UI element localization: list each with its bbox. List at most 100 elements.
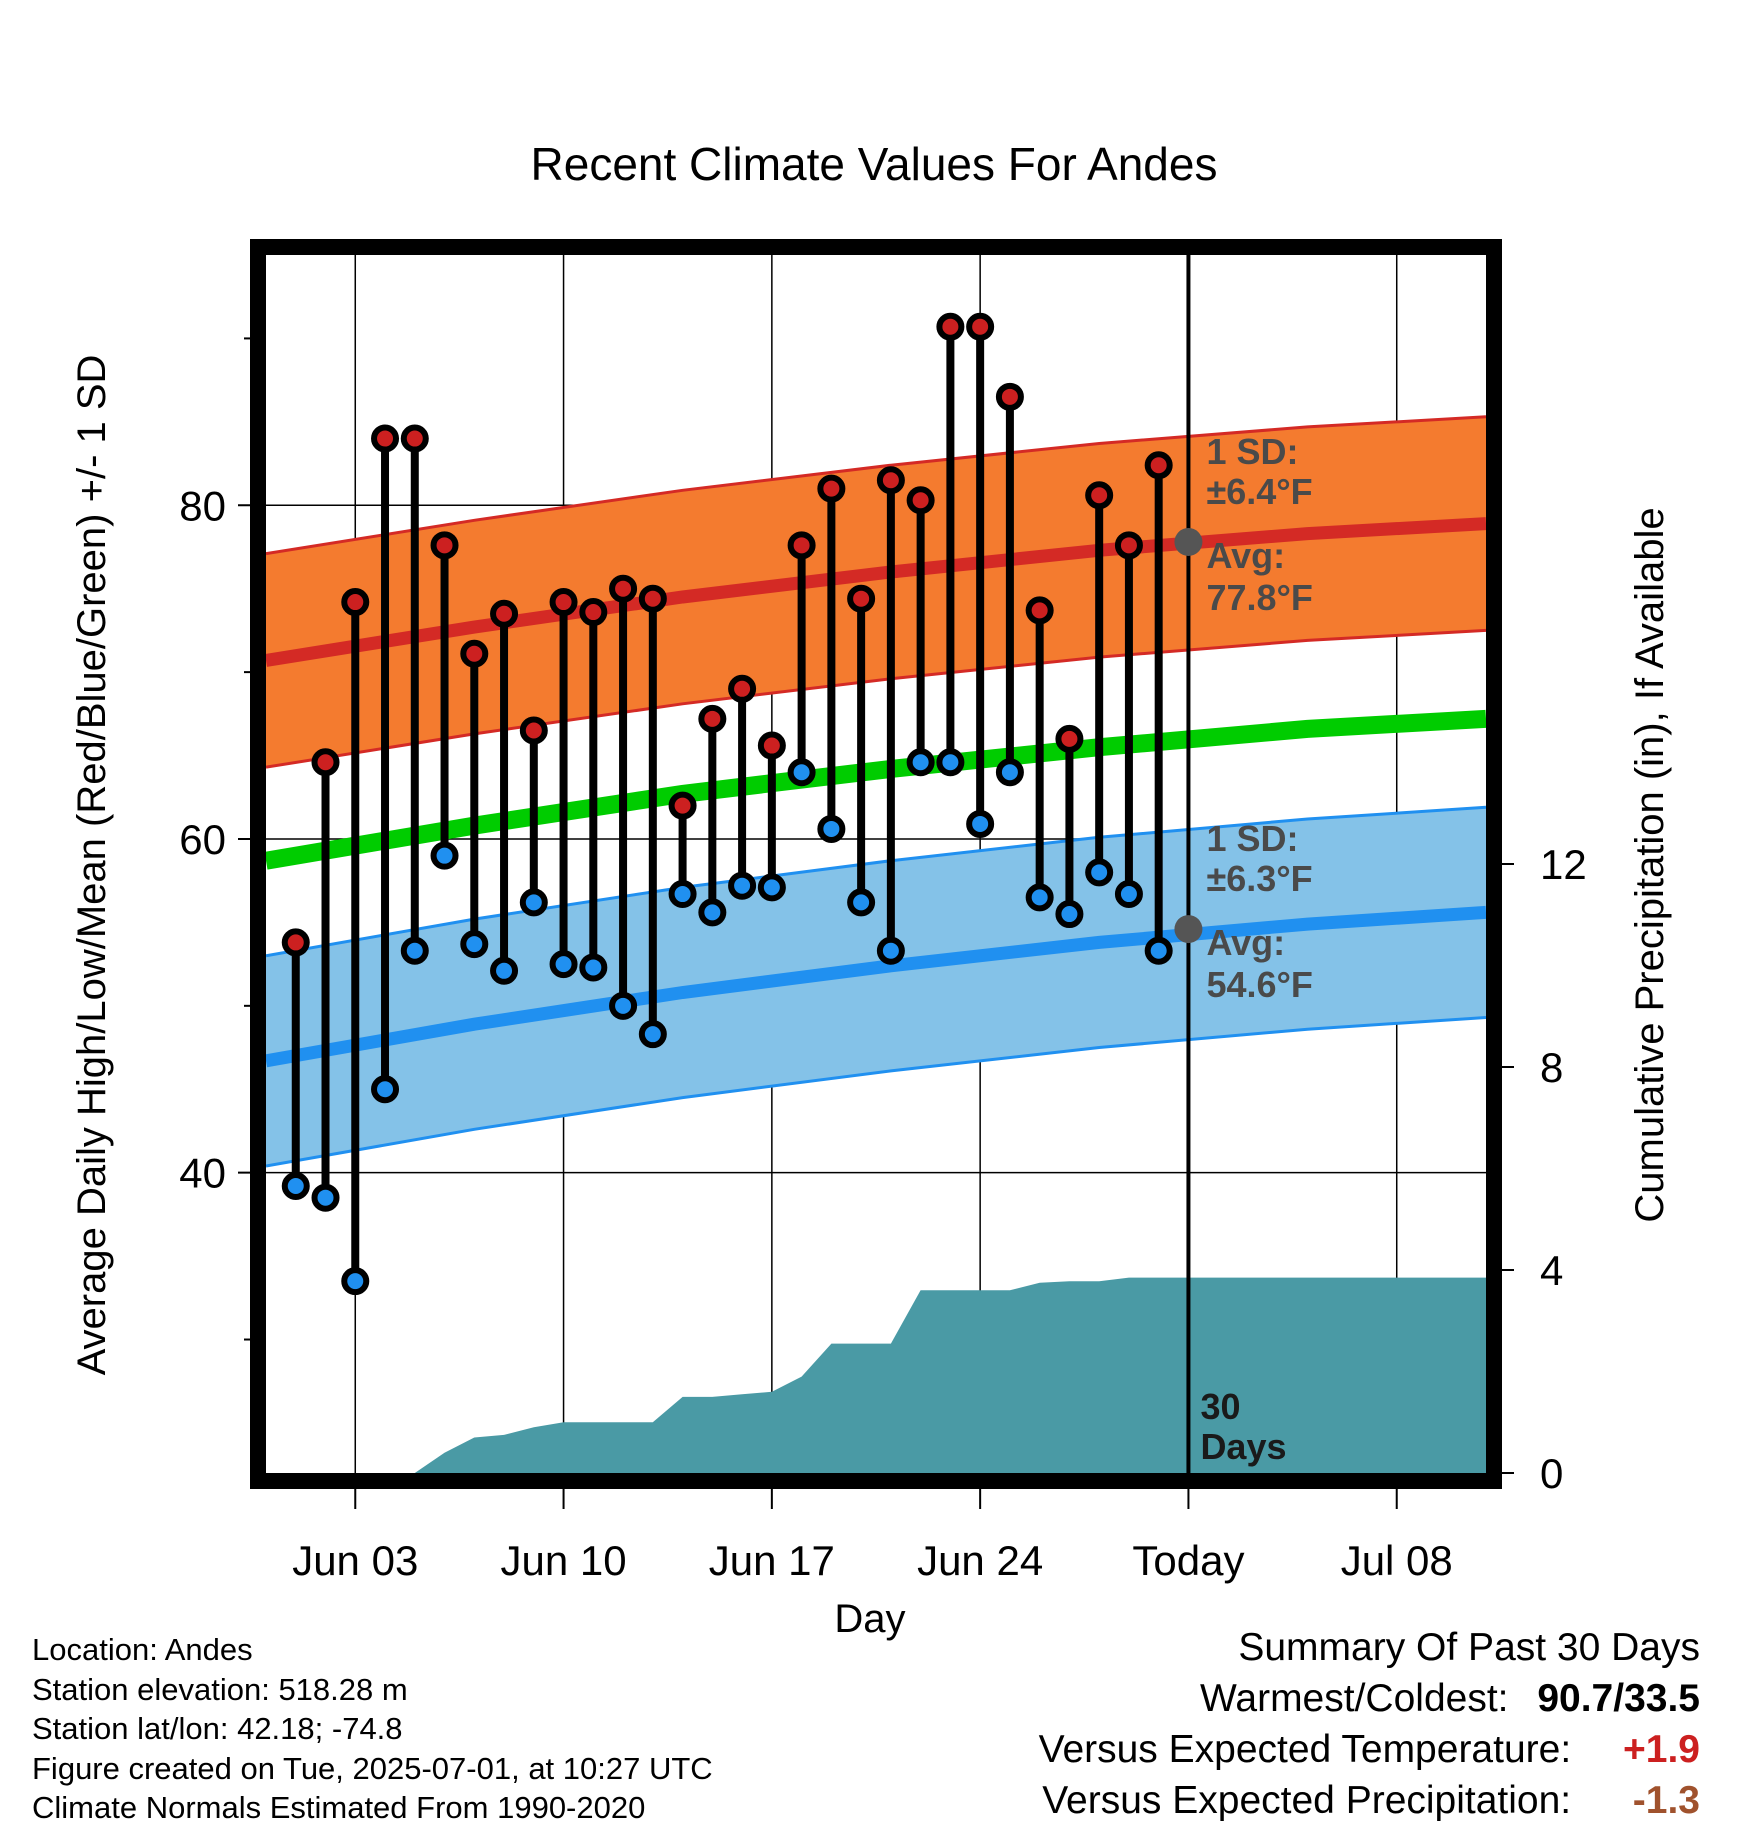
low-normal-line xyxy=(266,905,1486,1068)
y2-tick-label: 0 xyxy=(1540,1450,1563,1497)
low-temp-point xyxy=(519,888,548,917)
high-avg-value: 77.8°F xyxy=(1206,577,1312,618)
latlon-text: Station lat/lon: 42.18; -74.8 xyxy=(32,1711,403,1746)
low-temp-point xyxy=(460,930,489,959)
low-temp-point xyxy=(341,1267,370,1296)
summary-panel: Summary Of Past 30 Days Warmest/Coldest:… xyxy=(1039,1622,1700,1826)
low-temp-point xyxy=(876,936,905,965)
high-temp-point xyxy=(1025,596,1054,625)
annotations: 1 SD: ±6.4°F Avg: 77.8°F 1 SD: ±6.3°F Av… xyxy=(1200,431,1312,1467)
low-temp-point xyxy=(1144,936,1173,965)
precip-anomaly-value: -1.3 xyxy=(1632,1779,1700,1822)
low-temp-point xyxy=(609,991,638,1020)
low-temp-point xyxy=(400,936,429,965)
x-tick-label: Jun 24 xyxy=(917,1537,1043,1584)
y2-tick-label: 8 xyxy=(1540,1044,1563,1091)
y2-axis-label: Cumulative Precipitation (in), If Availa… xyxy=(1628,507,1672,1222)
low-temp-point xyxy=(311,1183,340,1212)
high-avg-label: Avg: xyxy=(1206,535,1285,576)
low-temp-point xyxy=(490,956,519,985)
high-temp-point xyxy=(460,639,489,668)
low-temp-point xyxy=(549,950,578,979)
plot-area xyxy=(266,255,1486,1473)
high-temp-point xyxy=(757,731,786,760)
low-sd-label: 1 SD: xyxy=(1206,818,1298,859)
low-temp-point xyxy=(906,748,935,777)
high-temp-point xyxy=(1144,451,1173,480)
high-temp-point xyxy=(698,704,727,733)
x-axis-label: Day xyxy=(834,1597,905,1641)
low-temp-point xyxy=(371,1075,400,1104)
low-temp-point xyxy=(1025,883,1054,912)
low-temp-point xyxy=(430,841,459,870)
days-label-number: 30 xyxy=(1200,1386,1240,1427)
high-temp-point xyxy=(906,486,935,515)
station-info: Location: Andes Station elevation: 518.2… xyxy=(32,1630,713,1828)
y-tick-label: 80 xyxy=(179,482,226,529)
y-tick-label: 60 xyxy=(179,816,226,863)
low-temp-point xyxy=(936,748,965,777)
high-temp-point xyxy=(817,474,846,503)
high-temp-point xyxy=(400,424,429,453)
high-temp-point xyxy=(728,674,757,703)
low-band-lower-edge xyxy=(266,1016,1486,1168)
high-temp-point xyxy=(341,588,370,617)
plot-content xyxy=(266,255,1486,1473)
low-temp-point xyxy=(966,809,995,838)
high-temp-point xyxy=(668,791,697,820)
high-temp-point xyxy=(638,584,667,613)
y2-tick-label: 4 xyxy=(1540,1247,1563,1294)
warmest-coldest-row: Warmest/Coldest: 90.7/33.5 xyxy=(1039,1673,1700,1724)
temp-anomaly-label: Versus Expected Temperature: xyxy=(1038,1728,1572,1771)
y2-tick-label: 12 xyxy=(1540,841,1587,888)
low-temp-point xyxy=(728,871,757,900)
plot-frame xyxy=(250,239,1502,1489)
x-axis: Jun 03 Jun 10 Jun 17 Jun 24 Today Jul 08 xyxy=(292,1489,1453,1584)
high-temp-point xyxy=(490,599,519,628)
high-temp-point xyxy=(371,424,400,453)
y-axis-left: 40 60 80 xyxy=(179,337,258,1341)
high-temp-point xyxy=(579,598,608,627)
high-sd-band xyxy=(266,416,1486,768)
low-sd-value: ±6.3°F xyxy=(1206,858,1312,899)
low-temp-point xyxy=(698,898,727,927)
low-temp-point xyxy=(579,953,608,982)
warmest-coldest-label: Warmest/Coldest: xyxy=(1200,1677,1509,1720)
created-text: Figure created on Tue, 2025-07-01, at 10… xyxy=(32,1750,713,1786)
high-temp-point xyxy=(519,716,548,745)
location-text: Location: Andes xyxy=(32,1632,253,1667)
low-avg-marker xyxy=(1174,915,1203,944)
high-temp-point xyxy=(876,466,905,495)
x-tick-label: Jul 08 xyxy=(1341,1537,1453,1584)
high-temp-point xyxy=(1114,531,1143,560)
x-tick-label: Jun 17 xyxy=(709,1537,835,1584)
high-temp-point xyxy=(281,928,310,957)
low-temp-point xyxy=(281,1172,310,1201)
high-temp-point xyxy=(966,312,995,341)
low-temp-point xyxy=(787,758,816,787)
warmest-coldest-value: 90.7/33.5 xyxy=(1537,1677,1700,1720)
low-temp-point xyxy=(668,880,697,909)
precip-anomaly-row: Versus Expected Precipitation: -1.3 xyxy=(1039,1775,1700,1826)
high-sd-value: ±6.4°F xyxy=(1206,471,1312,512)
low-temp-point xyxy=(847,888,876,917)
high-temp-point xyxy=(936,312,965,341)
y-axis-label: Average Daily High/Low/Mean (Red/Blue/Gr… xyxy=(70,355,114,1376)
precip-anomaly-label: Versus Expected Precipitation: xyxy=(1042,1779,1572,1822)
high-temp-point xyxy=(1085,481,1114,510)
x-tick-label: Jun 03 xyxy=(292,1537,418,1584)
low-sd-band xyxy=(266,807,1486,1166)
x-tick-label: Today xyxy=(1132,1537,1244,1584)
low-avg-value: 54.6°F xyxy=(1206,964,1312,1005)
high-temp-point xyxy=(311,748,340,777)
days-label-word: Days xyxy=(1200,1426,1286,1467)
low-temp-point xyxy=(817,814,846,843)
high-sd-label: 1 SD: xyxy=(1206,431,1298,472)
high-avg-marker xyxy=(1174,527,1203,556)
high-temp-point xyxy=(1055,724,1084,753)
temp-anomaly-value: +1.9 xyxy=(1623,1728,1700,1771)
normals-text: Climate Normals Estimated From 1990-2020 xyxy=(32,1790,646,1825)
low-avg-label: Avg: xyxy=(1206,922,1285,963)
x-tick-label: Jun 10 xyxy=(501,1537,627,1584)
